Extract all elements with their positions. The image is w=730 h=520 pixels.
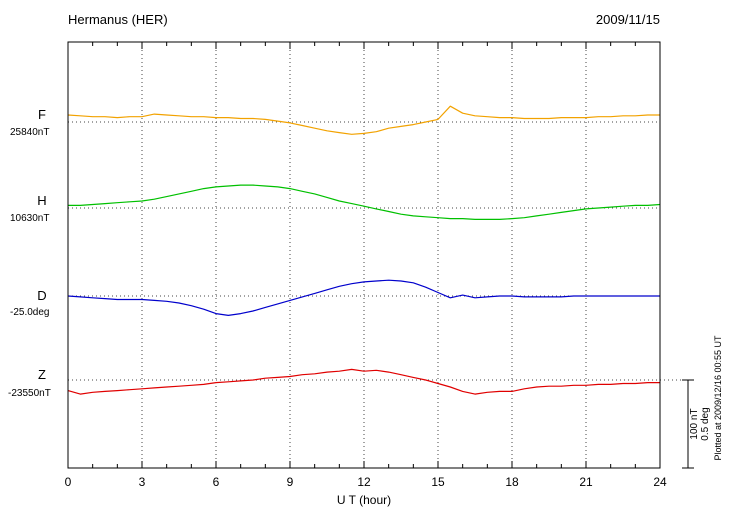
- trace-line-D: [67, 279, 660, 316]
- plot-frame: [67, 41, 661, 469]
- scale-bar: [682, 379, 694, 469]
- trace-label-Z: Z: [38, 367, 46, 382]
- trace-line-Z: [67, 368, 660, 395]
- x-tick-label: 12: [357, 475, 371, 489]
- x-tick-label: 21: [579, 475, 593, 489]
- baseline-value-D: -25.0deg: [10, 307, 49, 318]
- plot-date: 2009/11/15: [596, 12, 660, 27]
- station-title: Hermanus (HER): [68, 12, 168, 27]
- trace-line-F: [67, 105, 660, 135]
- baseline-value-Z: -23550nT: [8, 388, 51, 399]
- x-tick-label: 6: [213, 475, 220, 489]
- x-tick-label: 24: [653, 475, 667, 489]
- gridlines: [68, 42, 688, 468]
- x-tick-label: 18: [505, 475, 519, 489]
- x-tick-label: 0: [65, 475, 72, 489]
- scale-bar-deg-label: 0.5 deg: [700, 407, 711, 440]
- scale-bar-nt-label: 100 nT: [689, 408, 700, 439]
- baseline-value-H: 10630nT: [10, 213, 49, 224]
- x-tick-label: 3: [139, 475, 146, 489]
- baseline-value-F: 25840nT: [10, 127, 49, 138]
- trace-label-D: D: [37, 288, 46, 303]
- trace-label-F: F: [38, 107, 46, 122]
- x-tick-label: 15: [431, 475, 445, 489]
- x-tick-label: 9: [287, 475, 294, 489]
- traces: [67, 105, 661, 395]
- axis-ticks: [67, 42, 661, 468]
- x-axis-label: U T (hour): [337, 493, 391, 507]
- trace-label-H: H: [37, 193, 46, 208]
- plotted-at-note: Plotted at 2009/12/16 00:55 UT: [713, 335, 723, 461]
- trace-line-H: [68, 184, 661, 220]
